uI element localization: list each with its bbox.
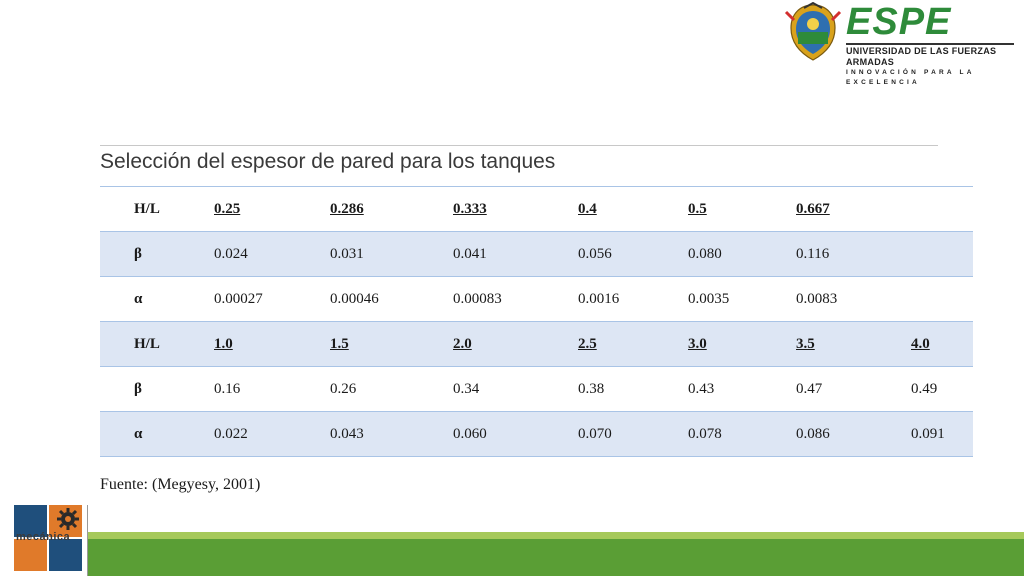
table-cell: 0.086	[796, 411, 911, 457]
table-cell	[911, 231, 973, 277]
row-header: β	[100, 231, 214, 277]
university-seal-icon	[784, 2, 842, 61]
badge-square	[14, 539, 47, 571]
table-cell: 0.0083	[796, 276, 911, 322]
table-cell: 0.43	[688, 366, 796, 412]
table-row: α 0.022 0.043 0.060 0.070 0.078 0.086 0.…	[100, 411, 973, 457]
footer-divider	[87, 505, 88, 576]
badge-label: mecánica	[16, 531, 71, 543]
table-cell: 0.031	[330, 231, 453, 277]
source-citation: Fuente: (Megyesy, 2001)	[100, 476, 261, 493]
table-cell: 0.34	[453, 366, 578, 412]
table-row: β 0.024 0.031 0.041 0.056 0.080 0.116	[100, 231, 973, 277]
slide-title: Selección del espesor de pared para los …	[100, 150, 556, 173]
table-cell: 0.38	[578, 366, 688, 412]
table-cell: 0.47	[796, 366, 911, 412]
table-cell: 3.0	[688, 321, 796, 367]
table-cell: 0.116	[796, 231, 911, 277]
table-cell: 0.333	[453, 186, 578, 232]
table-cell: 0.16	[214, 366, 330, 412]
table-cell: 0.4	[578, 186, 688, 232]
table-cell: 0.056	[578, 231, 688, 277]
table-cell: 0.043	[330, 411, 453, 457]
table-cell: 0.667	[796, 186, 911, 232]
table-row: α 0.00027 0.00046 0.00083 0.0016 0.0035 …	[100, 276, 973, 322]
table-cell: 0.00083	[453, 276, 578, 322]
table-cell	[911, 186, 973, 232]
logo-text-block: ESPE UNIVERSIDAD DE LAS FUERZAS ARMADAS …	[846, 2, 1020, 88]
table-cell: 2.0	[453, 321, 578, 367]
table-row: β 0.16 0.26 0.34 0.38 0.43 0.47 0.49	[100, 366, 973, 412]
footer-band-light	[88, 532, 1024, 539]
table-cell: 3.5	[796, 321, 911, 367]
badge-square	[49, 539, 82, 571]
title-top-rule	[100, 145, 938, 146]
table-cell: 0.070	[578, 411, 688, 457]
table-cell: 0.49	[911, 366, 973, 412]
row-header: α	[100, 276, 214, 322]
table-row: H/L 1.0 1.5 2.0 2.5 3.0 3.5 4.0	[100, 321, 973, 367]
table-cell: 4.0	[911, 321, 973, 367]
table-cell: 2.5	[578, 321, 688, 367]
badge-square	[14, 505, 47, 537]
gear-icon	[57, 508, 79, 530]
table-cell: 0.26	[330, 366, 453, 412]
table-cell: 0.5	[688, 186, 796, 232]
logo-divider	[846, 43, 1014, 45]
table-cell: 0.078	[688, 411, 796, 457]
table-cell	[911, 276, 973, 322]
table-cell: 0.091	[911, 411, 973, 457]
table-cell: 0.041	[453, 231, 578, 277]
row-header: β	[100, 366, 214, 412]
table-cell: 0.00027	[214, 276, 330, 322]
table-cell: 0.060	[453, 411, 578, 457]
table-cell: 0.0016	[578, 276, 688, 322]
table-cell: 1.0	[214, 321, 330, 367]
row-header: H/L	[100, 186, 214, 232]
university-name: UNIVERSIDAD DE LAS FUERZAS ARMADAS	[846, 46, 997, 67]
footer-band	[88, 539, 1024, 576]
espe-logo: ESPE UNIVERSIDAD DE LAS FUERZAS ARMADAS …	[784, 2, 1020, 86]
row-header: H/L	[100, 321, 214, 367]
table-cell: 0.25	[214, 186, 330, 232]
table-cell: 0.286	[330, 186, 453, 232]
mecanica-badge: mecánica	[10, 503, 86, 573]
logo-wordmark: ESPE	[846, 1, 952, 43]
table-cell: 0.024	[214, 231, 330, 277]
table-cell: 0.022	[214, 411, 330, 457]
table-row: H/L 0.25 0.286 0.333 0.4 0.5 0.667	[100, 186, 973, 232]
row-header: α	[100, 411, 214, 457]
table-cell: 0.080	[688, 231, 796, 277]
wall-thickness-table: H/L 0.25 0.286 0.333 0.4 0.5 0.667 β 0.0…	[100, 186, 973, 457]
table-cell: 0.0035	[688, 276, 796, 322]
table-cell: 1.5	[330, 321, 453, 367]
table-cell: 0.00046	[330, 276, 453, 322]
university-motto: INNOVACIÓN PARA LA EXCELENCIA	[846, 69, 975, 86]
